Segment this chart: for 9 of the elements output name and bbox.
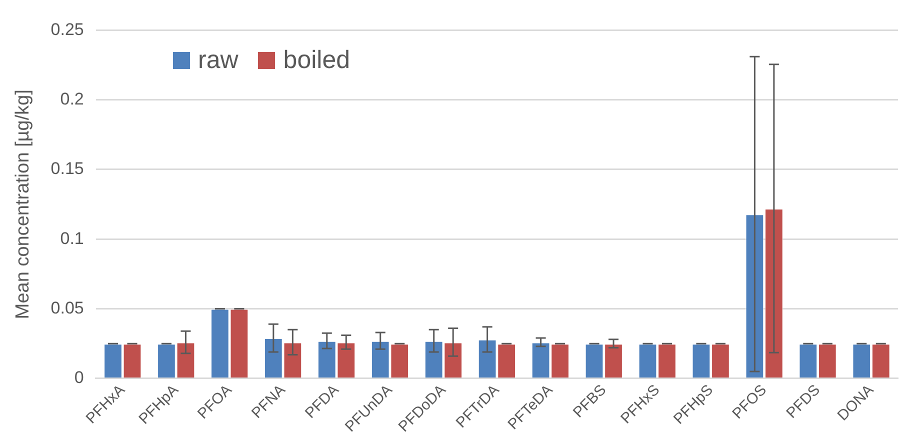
y-tick-label: 0.05 bbox=[50, 298, 84, 318]
y-tick-label: 0.2 bbox=[60, 90, 84, 109]
y-axis-title: Mean concentration [µg/kg] bbox=[12, 90, 34, 320]
y-tick-label: 0.15 bbox=[50, 159, 84, 178]
y-tick-label: 0.25 bbox=[50, 20, 84, 39]
y-tick-label: 0.1 bbox=[60, 228, 84, 248]
legend-label: boiled bbox=[283, 46, 350, 75]
legend-label: raw bbox=[198, 46, 238, 75]
y-tick-label: 0 bbox=[74, 368, 84, 388]
